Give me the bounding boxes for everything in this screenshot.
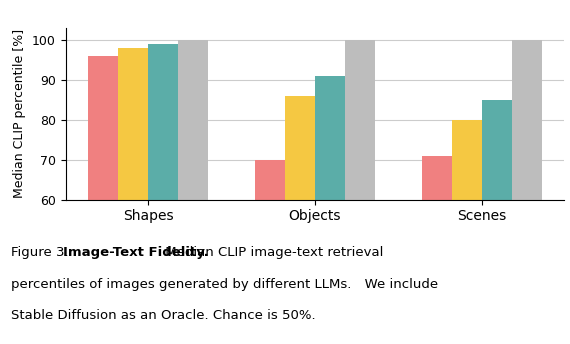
Text: Median CLIP image-text retrieval: Median CLIP image-text retrieval <box>161 246 383 259</box>
Bar <box>148 44 178 344</box>
Text: percentiles of images generated by different LLMs. We include: percentiles of images generated by diffe… <box>11 278 438 291</box>
Bar <box>422 155 451 344</box>
Bar <box>178 40 208 344</box>
Bar <box>345 40 375 344</box>
Bar <box>255 160 285 344</box>
Text: Stable Diffusion as an Oracle. Chance is 50%.: Stable Diffusion as an Oracle. Chance is… <box>11 309 316 322</box>
Bar <box>285 96 315 344</box>
Bar <box>315 76 345 344</box>
Bar <box>88 55 118 344</box>
Bar <box>482 99 512 344</box>
Bar <box>512 40 542 344</box>
Text: Figure 3.: Figure 3. <box>11 246 72 259</box>
Bar <box>118 47 148 344</box>
Y-axis label: Median CLIP percentile [%]: Median CLIP percentile [%] <box>14 29 26 198</box>
Bar <box>451 119 482 344</box>
Text: Image-Text Fidelity.: Image-Text Fidelity. <box>63 246 209 259</box>
